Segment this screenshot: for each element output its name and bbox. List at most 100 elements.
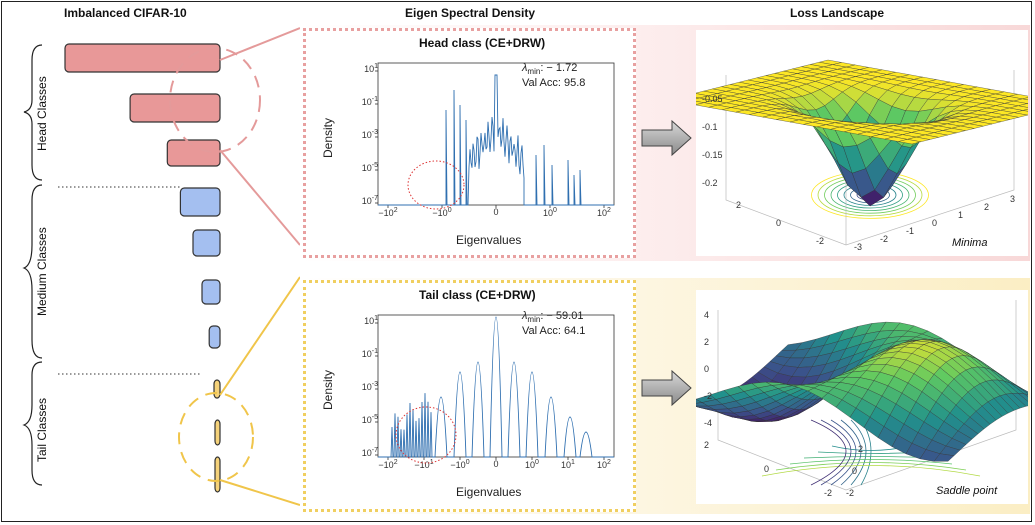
header-spectral: Eigen Spectral Density (405, 6, 536, 20)
tail-negative-eigen-circle (395, 406, 457, 464)
saddle-contour (830, 419, 857, 486)
head-y-tick-label: 10-3 (361, 129, 378, 140)
head-arrow-icon (641, 119, 692, 157)
medium-brace (22, 184, 43, 359)
label-head-classes: Head Classes (35, 76, 49, 151)
minima-surface-patch (1022, 108, 1028, 112)
head-x-tick-label: 100 (543, 207, 557, 218)
saddle-contour (789, 459, 953, 465)
minima-surface-mesh (696, 59, 1028, 207)
minima-x-tick-label: -2 (816, 236, 825, 246)
head-density-plot: 101 10-1 10-3 10-5 10-7−102 −100 0 100 102 (361, 62, 615, 218)
saddle-surface-panel: 4 2 0 -2 -4 2 0 -2 -2 0 2 Saddle point (696, 290, 1028, 504)
saddle-x-tick-label: -2 (824, 488, 833, 498)
saddle-z-tick-label: 0 (704, 364, 710, 374)
tail-lambda-min: λmin: − 59.01 (522, 310, 584, 325)
minima-y-tick-label: -2 (880, 234, 889, 244)
head-connector-bottom (219, 149, 300, 246)
head-x-axis-label: Eigenvalues (456, 233, 522, 247)
tail-x-tick-label: −102 (378, 459, 398, 470)
tail-density-plot: 101 10-1 10-3 10-5 10-7−102 −101 −100 0 100 101 10… (361, 314, 615, 470)
minima-y-tick-label: -3 (854, 242, 863, 252)
head-x-tick-label: −100 (432, 207, 452, 218)
saddle-x-tick-label: 2 (704, 440, 710, 450)
head-density-line (378, 74, 614, 206)
head-class-bar (64, 43, 221, 73)
tail-spectral-panel: Tail class (CE+DRW) Density Eigenvalues … (303, 280, 636, 512)
tail-connector-top (219, 276, 300, 396)
class-bars (64, 43, 221, 493)
saddle-z-tick-label: 2 (704, 337, 710, 347)
header-landscape: Loss Landscape (790, 6, 885, 20)
head-class-bar (166, 139, 221, 167)
head-lambda-min: λmin: − 1.72 (522, 62, 578, 77)
saddle-y-tick-label: 2 (858, 444, 864, 454)
saddle-contour (850, 419, 867, 486)
tail-x-tick-label: −100 (450, 459, 470, 470)
minima-surface-patch (696, 101, 705, 105)
head-axes-box (377, 62, 615, 206)
medium-class-bar (179, 187, 221, 217)
minima-y-tick-label: 0 (932, 218, 938, 228)
tail-val-acc: Val Acc: 64.1 (522, 325, 586, 337)
saddle-x-tick-label: 0 (764, 464, 770, 474)
minima-x-tick-label: 0 (776, 218, 782, 228)
tail-arrow-icon (641, 369, 692, 407)
tail-x-tick-label: 100 (525, 459, 539, 470)
tail-y-tick-label: 101 (364, 315, 378, 326)
minima-y-tick-label: -1 (906, 226, 915, 236)
saddle-z-tick-label: -2 (704, 391, 713, 401)
saddle-y-tick-label: 0 (852, 466, 858, 476)
saddle-surface-patch (933, 453, 955, 462)
tail-connector-bottom (219, 479, 300, 506)
minima-y-tick-label: 3 (1010, 194, 1016, 204)
saddle-label: Saddle point (936, 485, 998, 497)
saddle-surface-patch (765, 381, 787, 386)
minima-z-tick-label: -0.15 (702, 150, 723, 160)
minima-label: Minima (952, 237, 988, 249)
head-x-tick-label: 102 (597, 207, 611, 218)
minima-z-tick-label: -0.1 (702, 122, 718, 132)
saddle-contour (810, 419, 847, 486)
minima-x-tick-label: 2 (736, 200, 742, 210)
tail-x-tick-label: 102 (597, 459, 611, 470)
saddle-floor-contours (761, 419, 981, 486)
head-x-tick-label: 0 (493, 207, 499, 217)
class-distribution-diagram (22, 27, 300, 506)
head-chart-title: Head class (CE+DRW) (419, 36, 546, 50)
tail-dashed-ellipse (178, 392, 254, 482)
tail-chart-title: Tail class (CE+DRW) (419, 288, 536, 302)
saddle-surface-mesh (696, 321, 1028, 462)
head-y-tick-label: 10-5 (361, 162, 378, 173)
saddle-surface-patch (1023, 393, 1028, 397)
minima-surface-patch (1022, 97, 1028, 101)
tail-y-tick-label: 10-1 (361, 348, 378, 359)
saddle-contour (840, 419, 862, 486)
minima-y-tick-label: 2 (984, 202, 990, 212)
head-y-tick-label: 101 (364, 63, 378, 74)
label-tail-classes: Tail Classes (35, 397, 49, 462)
tail-class-bar (214, 419, 221, 446)
head-y-tick-label: 10-7 (361, 195, 378, 206)
medium-class-bar (192, 229, 221, 257)
medium-class-bar (201, 279, 221, 305)
head-y-axis-label: Density (321, 118, 335, 159)
saddle-contour (775, 462, 967, 471)
tail-x-tick-label: 0 (493, 459, 499, 469)
tail-y-tick-label: 10-5 (361, 414, 378, 425)
tail-brace (22, 361, 43, 486)
minima-y-tick-label: 1 (958, 210, 964, 220)
tail-y-tick-label: 10-7 (361, 447, 378, 458)
head-class-bar (129, 93, 221, 123)
head-brace (23, 44, 43, 181)
minima-surface-patch (1018, 103, 1028, 108)
saddle-z-tick-label: 4 (704, 310, 710, 320)
head-y-tick-label: 10-1 (361, 96, 378, 107)
minima-surface-panel: -0.05 -0.1 -0.15 -0.2 2 0 -2 -3 -2 -1 0 1 2 3 Minim… (696, 30, 1028, 256)
minima-surface-plot (696, 59, 1028, 246)
head-negative-eigen-circle (407, 160, 465, 210)
header-imbalanced: Imbalanced CIFAR-10 (64, 6, 187, 20)
tail-class-bar (214, 456, 221, 493)
